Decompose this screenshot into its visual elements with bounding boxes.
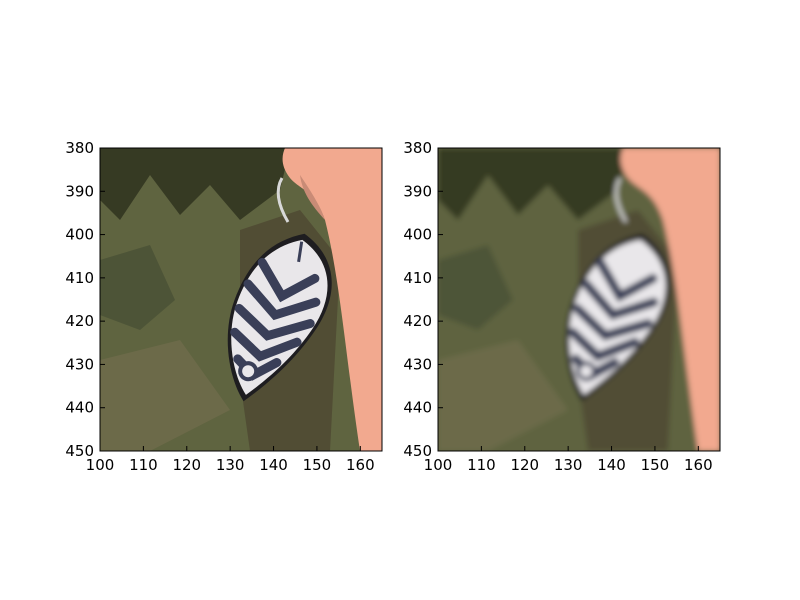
right-xtick-label: 130 <box>554 456 583 474</box>
right-xtick-label: 120 <box>510 456 539 474</box>
left-ytick-label: 390 <box>65 182 94 200</box>
right-ytick-label: 440 <box>403 399 432 417</box>
right-xtick-label: 140 <box>597 456 626 474</box>
left-ytick-label: 410 <box>65 269 94 287</box>
left-xtick-label: 100 <box>86 456 115 474</box>
left-xtick-label: 160 <box>346 456 375 474</box>
left-image <box>100 148 382 451</box>
left-ytick-label: 450 <box>65 442 94 460</box>
left-xtick-label: 120 <box>172 456 201 474</box>
right-image <box>438 148 720 451</box>
left-ytick-label: 430 <box>65 355 94 373</box>
right-ytick-label: 450 <box>403 442 432 460</box>
right-ytick-label: 420 <box>403 312 432 330</box>
right-image-panel <box>437 147 721 452</box>
left-xtick-label: 110 <box>129 456 158 474</box>
right-xtick-label: 160 <box>684 456 713 474</box>
right-ytick-label: 400 <box>403 226 432 244</box>
right-xtick-label: 100 <box>424 456 453 474</box>
right-xtick-label: 110 <box>467 456 496 474</box>
left-ytick-label: 380 <box>65 139 94 157</box>
left-xtick-label: 140 <box>259 456 288 474</box>
left-xtick-label: 150 <box>303 456 332 474</box>
left-ytick-label: 440 <box>65 399 94 417</box>
right-ytick-label: 390 <box>403 182 432 200</box>
left-ytick-label: 420 <box>65 312 94 330</box>
left-image-panel <box>99 147 383 452</box>
left-ytick-label: 400 <box>65 226 94 244</box>
axes-ticks: 100 110 120 130 140 150 160 380 390 400 410 420 430 4… <box>65 139 712 474</box>
right-ytick-label: 410 <box>403 269 432 287</box>
left-xtick-label: 130 <box>216 456 245 474</box>
right-ytick-label: 380 <box>403 139 432 157</box>
right-ytick-label: 430 <box>403 355 432 373</box>
right-xtick-label: 150 <box>641 456 670 474</box>
